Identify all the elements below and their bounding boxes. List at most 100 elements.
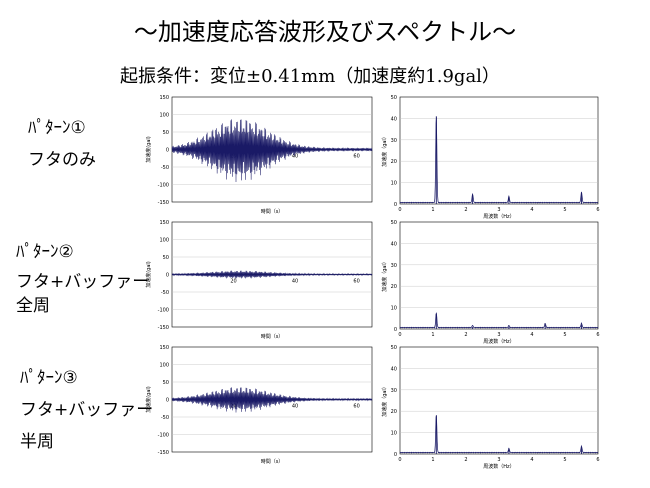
x-axis-label: 周波数（Hz） [483,338,514,345]
x-tick-label: 5 [563,457,566,463]
y-tick-label: 10 [391,431,397,437]
x-tick-label: 4 [530,207,533,213]
spectrum-chart-pattern-2: 0 10 20 30 40 50 0 1 2 3 4 5 6 周波数（Hz） 加速度（gal） [381,220,600,345]
x-axis-label: 周波数（Hz） [483,463,514,470]
x-tick-label: 40 [292,154,298,160]
plot-frame [399,346,599,455]
spectrum-series [399,117,599,204]
x-tick-label: 0 [398,332,401,338]
y-tick-label: -100 [158,183,169,189]
pattern-3-line-2: 半周 [20,432,54,452]
pattern-3-line-1: フタ+バッファー [20,400,154,420]
spectrum-chart-pattern-3: 0 10 20 30 40 50 0 1 2 3 4 5 6 周波数（Hz） 加速度（gal） [381,345,600,470]
page-subtitle: 起振条件：変位±0.41mm（加速度約1.9gal） [120,66,500,87]
y-tick-label: -50 [161,165,169,171]
pattern-2-line-2: 全周 [16,296,50,316]
pattern-1-name: ﾊﾟﾀｰﾝ① [28,118,86,138]
y-axis-label: 加速度(gal) [145,386,152,413]
x-tick-label: 6 [596,332,599,338]
y-tick-label: -50 [161,415,169,421]
y-tick-label: -150 [158,200,169,206]
pattern-1-line-1: フタのみ [28,150,96,170]
waveform-series [171,387,373,413]
x-tick-label: 3 [497,207,500,213]
y-tick-label: 100 [159,363,169,369]
y-tick-label: 150 [159,345,169,351]
x-tick-label: 20 [230,404,236,410]
plot-frame [399,96,599,205]
x-tick-label: 3 [497,457,500,463]
x-tick-label: 60 [353,154,359,160]
spectrum-chart-pattern-1: 0 10 20 30 40 50 0 1 2 3 4 5 6 周波数（Hz） 加速度（gal） [381,95,600,220]
x-tick-label: 1 [431,457,434,463]
x-tick-label: 40 [292,404,298,410]
x-tick-label: 6 [596,457,599,463]
x-tick-label: 2 [464,332,467,338]
x-tick-label: 60 [353,404,359,410]
x-axis-label: 時間（s） [261,334,284,340]
x-tick-label: 5 [563,332,566,338]
y-tick-label: 40 [391,116,397,122]
y-axis-label: 加速度（gal） [381,259,388,292]
x-axis-label: 時間（s） [261,209,284,215]
y-tick-label: 0 [166,148,169,154]
pattern-3-label: ﾊﾟﾀｰﾝ③ フタ+バッファー 半周 [20,366,153,454]
waveform-series [171,119,373,182]
y-axis-label: 加速度（gal） [381,384,388,417]
pattern-3-name: ﾊﾟﾀｰﾝ③ [20,368,78,388]
y-tick-label: 10 [391,306,397,312]
page-title: ～加速度応答波形及びスペクトル～ [133,18,517,46]
y-tick-label: 100 [159,238,169,244]
y-tick-label: 0 [394,452,397,458]
spectrum-series [399,415,599,454]
y-tick-label: 20 [391,409,397,415]
x-axis-label: 周波数（Hz） [483,213,514,220]
x-tick-label: 20 [230,279,236,285]
y-tick-label: -100 [158,433,169,439]
x-axis-label: 時間（s） [261,459,284,465]
y-tick-label: 100 [159,113,169,119]
y-tick-label: 10 [391,181,397,187]
y-tick-label: 150 [159,95,169,101]
x-tick-label: 0 [398,457,401,463]
y-tick-label: 20 [391,159,397,165]
x-tick-label: 5 [563,207,566,213]
waveform-series [171,270,373,279]
y-tick-label: 40 [391,241,397,247]
x-tick-label: 2 [464,457,467,463]
x-tick-label: 6 [596,207,599,213]
x-tick-label: 3 [497,332,500,338]
y-tick-label: 30 [391,263,397,269]
y-tick-label: 30 [391,388,397,394]
y-tick-label: 50 [163,130,169,136]
x-tick-label: 2 [464,207,467,213]
y-tick-label: 50 [391,220,397,226]
y-axis-label: 加速度（gal） [381,134,388,167]
y-tick-label: 50 [163,255,169,261]
pattern-2-label: ﾊﾟﾀｰﾝ② フタ+バッファー 全周 [16,240,149,318]
x-tick-label: 1 [431,207,434,213]
x-tick-label: 1 [431,332,434,338]
y-tick-label: -50 [161,290,169,296]
plot-frame [399,221,599,330]
y-tick-label: 50 [391,345,397,351]
time-chart-pattern-3: 150 100 50 0 -50 -100 -150 20 40 60 時間（s） 加速度(gal) [145,345,373,465]
y-tick-label: 40 [391,366,397,372]
spectrum-series [399,312,599,329]
y-axis-label: 加速度(gal) [145,261,152,288]
x-tick-label: 40 [292,279,298,285]
pattern-2-name: ﾊﾟﾀｰﾝ② [16,242,74,262]
pattern-1-label: ﾊﾟﾀｰﾝ① フタのみ [28,116,96,172]
y-tick-label: 50 [391,95,397,101]
y-tick-label: 30 [391,138,397,144]
x-tick-label: 4 [530,332,533,338]
time-chart-pattern-2: 150 100 50 0 -50 -100 -150 20 40 60 時間（s） 加速度(gal) [145,220,373,340]
x-tick-label: 4 [530,457,533,463]
y-tick-label: -150 [158,325,169,331]
y-tick-label: -150 [158,450,169,456]
y-axis-label: 加速度(gal) [145,136,152,163]
y-tick-label: 0 [166,398,169,404]
y-tick-label: -100 [158,308,169,314]
x-tick-label: 0 [398,207,401,213]
